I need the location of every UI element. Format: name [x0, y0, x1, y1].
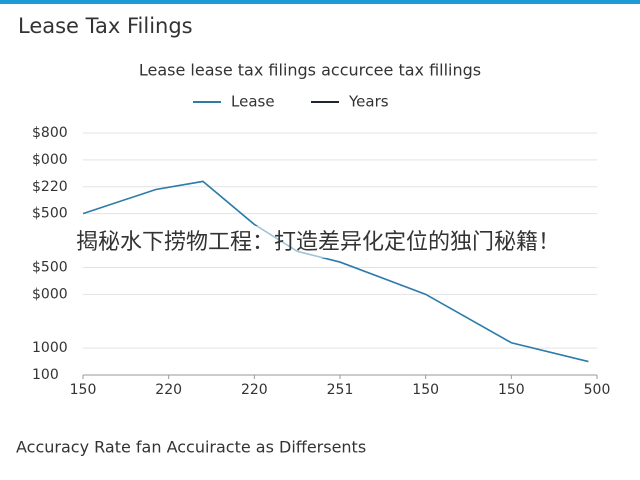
legend-label: Years [348, 93, 389, 111]
y-tick-label: $000 [32, 152, 68, 168]
x-tick-label: 220 [155, 382, 182, 398]
x-tick-label: 251 [327, 382, 354, 398]
y-tick-label: $500 [32, 259, 68, 275]
line [82, 180, 589, 363]
x-tick-label: 150 [70, 382, 97, 398]
y-tick-label: 100 [32, 367, 59, 383]
y-tick-label: 1000 [32, 340, 68, 356]
x-tick-label: 500 [584, 382, 611, 398]
x-tick-label: 150 [412, 382, 439, 398]
x-axis-label: Accuracy Rate fan Accuiracte as Differse… [16, 438, 366, 457]
x-tick-label: 220 [241, 382, 268, 398]
overlay-text: 揭秘水下捞物工程：打造差异化定位的独门秘籍！ [76, 230, 560, 255]
overlay-bg [30, 226, 610, 258]
legend-label: Lease [231, 93, 275, 111]
y-tick-label: $500 [32, 206, 68, 222]
y-tick-label: $000 [32, 286, 68, 302]
chart-subtitle: Lease lease tax filings accurcee tax fil… [139, 61, 481, 80]
y-tick-label: $220 [32, 179, 68, 195]
chart-title: Lease Tax Filings [18, 14, 193, 38]
y-tick-label: $800 [32, 125, 68, 141]
x-tick-label: 150 [498, 382, 525, 398]
top-bar [0, 0, 640, 4]
